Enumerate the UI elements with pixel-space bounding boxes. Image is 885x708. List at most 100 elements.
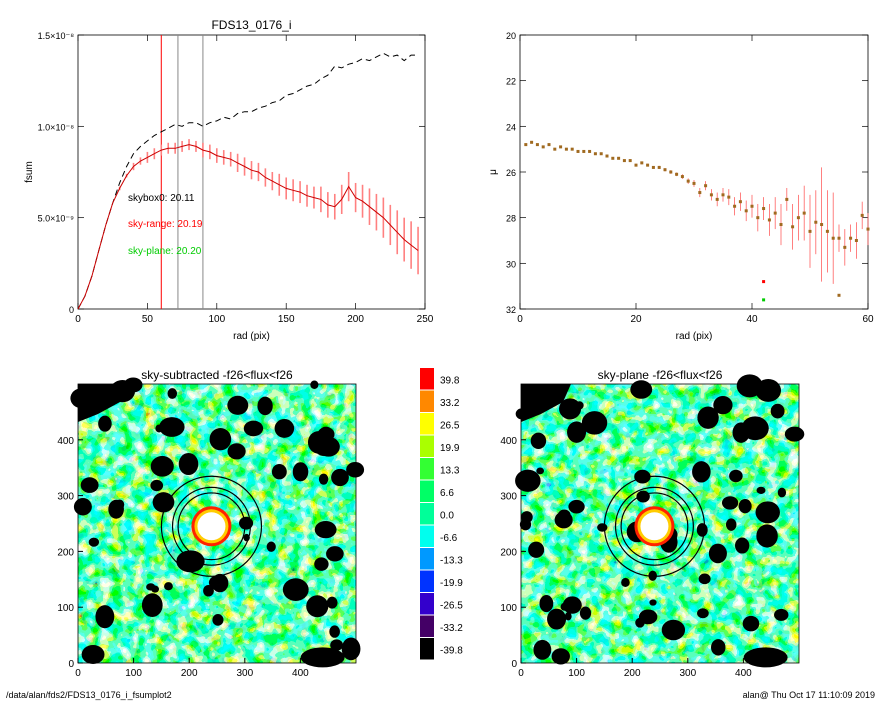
masked-source bbox=[346, 461, 365, 478]
colorbar-swatch bbox=[420, 368, 434, 390]
masked-source bbox=[711, 639, 726, 656]
data-point bbox=[808, 229, 812, 233]
masked-source bbox=[329, 625, 340, 638]
x-tick-label: 200 bbox=[181, 668, 198, 679]
data-point bbox=[721, 193, 725, 197]
x-tick-label: 60 bbox=[862, 314, 874, 325]
colorbar-swatch bbox=[420, 638, 434, 660]
data-point bbox=[651, 165, 655, 169]
aperture-ring bbox=[603, 475, 706, 577]
x-tick-label: 150 bbox=[278, 314, 295, 325]
colorbar-swatch bbox=[420, 570, 434, 592]
masked-source bbox=[326, 596, 338, 609]
data-point bbox=[866, 227, 870, 231]
x-axis-label: rad (pix) bbox=[233, 331, 270, 342]
y-tick-label: 0 bbox=[69, 305, 74, 315]
sky-plane-image-panel: 0 100 200 300 400 0 100 200 300 400 sky-plane -f26… bbox=[500, 368, 805, 679]
data-point bbox=[849, 236, 853, 240]
data-point bbox=[715, 197, 719, 201]
data-point bbox=[831, 236, 835, 240]
data-point bbox=[773, 211, 777, 215]
galaxy-core bbox=[197, 512, 226, 541]
masked-source bbox=[330, 639, 344, 651]
x-tick-label: 200 bbox=[347, 314, 364, 325]
aperture-ring bbox=[177, 492, 246, 561]
data-point bbox=[791, 225, 795, 229]
x-tick-label: 20 bbox=[630, 314, 642, 325]
x-tick-label: 100 bbox=[568, 668, 585, 679]
data-point bbox=[709, 193, 713, 197]
masked-source bbox=[80, 477, 99, 493]
y-tick-label: 400 bbox=[57, 436, 74, 447]
masked-source bbox=[209, 428, 232, 451]
masked-source bbox=[649, 599, 657, 606]
masked-source bbox=[697, 608, 709, 619]
surface-brightness-panel: 0 20 40 60 20 22 24 26 28 30 32 rad (pix) μ bbox=[488, 31, 874, 342]
colorbar: 39.8 33.2 26.5 19.9 13.3 6.6 0.0 -6.6 -13.3 -19.9… bbox=[420, 368, 463, 660]
data-point bbox=[860, 213, 864, 217]
masked-source bbox=[738, 498, 752, 514]
data-point bbox=[524, 143, 528, 147]
aperture-ring bbox=[614, 486, 694, 566]
masked-corner bbox=[300, 647, 345, 668]
y-tick-label: 0 bbox=[511, 659, 517, 670]
y-tick-label: 5.0×10⁻⁹ bbox=[38, 214, 75, 224]
x-tick-label: 0 bbox=[518, 668, 524, 679]
masked-source bbox=[575, 401, 584, 410]
data-point bbox=[820, 223, 824, 227]
data-point bbox=[576, 149, 580, 153]
y-tick-label: 20 bbox=[506, 31, 516, 41]
masked-source bbox=[536, 467, 545, 475]
data-point bbox=[634, 163, 638, 167]
masked-source bbox=[579, 606, 592, 620]
fsum-profile-panel: 0 50 100 150 200 250 0 5.0×10⁻⁹ 1.0×10⁻⁸ 1.5×10⁻⁸… bbox=[24, 18, 434, 342]
masked-source bbox=[755, 501, 780, 524]
masked-source bbox=[725, 518, 737, 531]
masked-source bbox=[208, 575, 226, 590]
masked-source bbox=[227, 395, 249, 415]
data-point bbox=[628, 159, 632, 163]
y-tick-label: 26 bbox=[506, 168, 516, 178]
x-tick-label: 0 bbox=[75, 668, 81, 679]
colorbar-label: 33.2 bbox=[440, 398, 460, 409]
data-point bbox=[843, 245, 847, 249]
aperture-ring bbox=[171, 486, 251, 566]
masked-source bbox=[634, 469, 651, 484]
masked-source bbox=[533, 639, 552, 660]
colorbar-swatch bbox=[420, 525, 434, 547]
data-point bbox=[570, 147, 574, 151]
masked-source bbox=[661, 619, 686, 641]
profile-series-line bbox=[77, 144, 419, 310]
masked-source bbox=[741, 416, 769, 441]
data-point bbox=[750, 204, 754, 208]
data-point bbox=[837, 236, 841, 240]
data-point bbox=[530, 140, 534, 144]
data-point bbox=[779, 223, 783, 227]
annotation-label: sky-plane: 20.20 bbox=[128, 246, 202, 257]
masked-source bbox=[314, 521, 337, 539]
data-point bbox=[559, 145, 563, 149]
data-point bbox=[553, 147, 557, 151]
data-point bbox=[599, 152, 603, 156]
y-tick-label: 24 bbox=[506, 122, 516, 132]
data-point bbox=[762, 298, 766, 302]
masked-source bbox=[551, 648, 570, 665]
masked-source bbox=[735, 537, 750, 554]
masked-source bbox=[306, 595, 329, 618]
data-point bbox=[802, 211, 806, 215]
y-axis-label: μ bbox=[488, 169, 499, 175]
masked-source bbox=[567, 421, 587, 443]
plot-title: sky-plane -f26<flux<f26 bbox=[598, 368, 723, 382]
masked-source bbox=[150, 479, 164, 492]
colorbar-label: -26.5 bbox=[440, 600, 463, 611]
masked-source bbox=[239, 516, 254, 530]
y-tick-label: 100 bbox=[500, 603, 517, 614]
data-point bbox=[837, 293, 841, 297]
x-axis-label: rad (pix) bbox=[676, 331, 713, 342]
masked-source bbox=[530, 432, 547, 450]
aperture-ring bbox=[160, 475, 263, 577]
masked-source bbox=[559, 398, 582, 420]
data-point bbox=[738, 200, 742, 204]
masked-source bbox=[331, 468, 349, 487]
